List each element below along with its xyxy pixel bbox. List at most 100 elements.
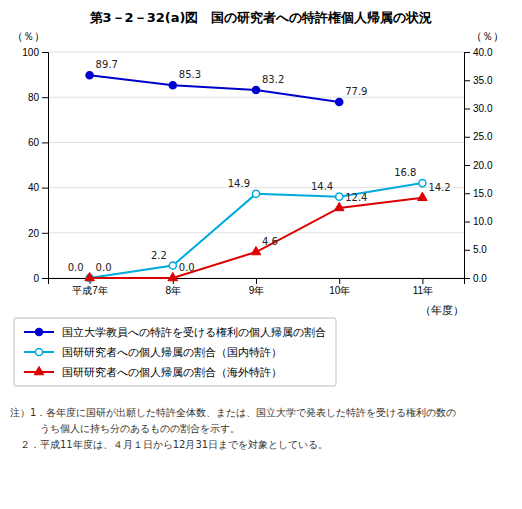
- grid: [48, 52, 464, 278]
- data-label: 85.3: [179, 69, 201, 80]
- y2-tick: 25.0: [464, 131, 493, 142]
- y2-tick-label: 0.0: [473, 273, 487, 284]
- y-tick: 0: [33, 273, 48, 284]
- y-tick-mark: [42, 233, 48, 234]
- data-label: 83.2: [262, 74, 284, 85]
- y2-tick-label: 30.0: [473, 103, 493, 114]
- legend-marker: [35, 348, 42, 355]
- grid-line: [48, 142, 464, 143]
- x-axis-label: （年度）: [420, 304, 464, 317]
- y2-tick: 30.0: [464, 103, 493, 114]
- y2-tick: 5.0: [464, 244, 487, 255]
- data-label: 2.2: [151, 250, 167, 261]
- data-label: 0.0: [179, 262, 195, 273]
- legend-box: [14, 318, 336, 386]
- point: [252, 86, 259, 93]
- legend: 国立大学教員への特許を受ける権利の個人帰属の割合国研研究者への個人帰属の割合（国…: [14, 318, 336, 386]
- note: 注）1．各年度に国研が出願した特許全体数、または、国立大学で発表した特許を受ける…: [10, 407, 456, 418]
- series-line: [90, 75, 340, 102]
- y-axis-line: [42, 53, 49, 279]
- title: 第3－2－32(a)図 国の研究者への特許権個人帰属の状況: [89, 10, 433, 25]
- x-axis-line: [49, 279, 465, 285]
- y-tick: 40: [28, 182, 48, 193]
- y-tick-mark: [42, 142, 48, 143]
- y2-tick: 15.0: [464, 188, 493, 199]
- point: [251, 246, 261, 254]
- y2-tick-mark: [464, 193, 470, 194]
- legend-label: 国研研究者への個人帰属の割合（海外特許）: [62, 366, 282, 379]
- y2-tick-label: 5.0: [473, 244, 487, 255]
- x-tick-mark: [256, 278, 257, 284]
- plot-marks: [85, 72, 427, 282]
- y-tick-mark: [42, 188, 48, 189]
- y-tick-mark: [42, 52, 48, 53]
- x-tick-mark: [422, 278, 423, 284]
- x-tick: 9年: [249, 278, 265, 296]
- y2-tick-mark: [464, 278, 470, 279]
- grid-line: [48, 52, 464, 53]
- y2-tick: 20.0: [464, 160, 493, 171]
- y-axis-label: （％）: [12, 30, 45, 43]
- y-tick-mark: [42, 278, 48, 279]
- y2-tick-label: 25.0: [473, 131, 493, 142]
- y-tick: 20: [28, 228, 48, 239]
- x-tick: 10年: [329, 278, 350, 296]
- y2-tick-mark: [464, 109, 470, 110]
- notes: 注）1．各年度に国研が出願した特許全体数、または、国立大学で発表した特許を受ける…: [10, 407, 456, 450]
- data-label: 4.6: [262, 236, 278, 247]
- note: うち個人に持ち分のあるものの割合を示す。: [10, 423, 240, 434]
- data-label: 14.9: [228, 178, 250, 189]
- point: [168, 272, 178, 280]
- grid-line: [48, 97, 464, 98]
- legend-marker: [34, 366, 44, 374]
- y2-tick-mark: [464, 222, 470, 223]
- legend-item: 国研研究者への個人帰属の割合（海外特許）: [24, 366, 282, 379]
- point: [85, 272, 95, 280]
- data-label: 77.9: [345, 86, 367, 97]
- legend-item: 国研研究者への個人帰属の割合（国内特許）: [24, 346, 282, 359]
- data-label: 14.4: [311, 181, 333, 192]
- data-labels: 89.785.383.277.90.02.214.914.416.80.00.0…: [68, 59, 451, 273]
- grid-line: [48, 232, 464, 233]
- y2-tick-mark: [464, 52, 470, 53]
- y-tick-label: 0: [33, 273, 39, 284]
- x-axis: 平成7年 8年 9年 10年 11年: [49, 278, 465, 296]
- point: [336, 193, 343, 200]
- y-tick-label: 40: [28, 182, 40, 193]
- point: [418, 192, 428, 200]
- series-line: [90, 198, 423, 278]
- y-tick: 100: [22, 47, 48, 58]
- point: [169, 82, 176, 89]
- y2-axis-label: （％）: [471, 30, 504, 43]
- y2-axis: 0.0 5.0 10.0 15.0 20.0 25.0 30.0 35.0 40.0: [464, 47, 493, 284]
- x-tick: 11年: [413, 278, 433, 296]
- y2-tick: 0.0: [464, 273, 487, 284]
- y2-tick-label: 35.0: [473, 75, 493, 86]
- y-tick-mark: [42, 97, 48, 98]
- data-label: 16.8: [394, 167, 416, 178]
- y-axis: 0 20 40 60 80 100: [22, 47, 48, 284]
- data-label: 89.7: [96, 59, 118, 70]
- chart: 第3－2－32(a)図 国の研究者への特許権個人帰属の状況平成7年 8年 9年 10年…: [0, 0, 522, 509]
- x-tick-mark: [339, 278, 340, 284]
- x-tick-label: 平成7年: [72, 285, 108, 296]
- y2-tick-mark: [464, 80, 470, 81]
- y2-tick-label: 40.0: [473, 47, 493, 58]
- y2-tick-mark: [464, 165, 470, 166]
- y-tick-label: 80: [28, 92, 40, 103]
- x-tick-label: 11年: [413, 285, 433, 296]
- y2-tick: 10.0: [464, 216, 493, 227]
- legend-item: 国立大学教員への特許を受ける権利の個人帰属の割合: [24, 326, 326, 339]
- y-tick: 60: [28, 137, 48, 148]
- point: [86, 72, 93, 79]
- point: [419, 180, 426, 187]
- x-tick-label: 8年: [166, 285, 182, 296]
- data-label: 12.4: [345, 192, 367, 203]
- y-tick-label: 60: [28, 137, 40, 148]
- y2-axis-line: [465, 53, 471, 279]
- note: ２．平成11年度は、４月１日から12月31日までを対象としている。: [10, 439, 328, 450]
- y2-tick-label: 15.0: [473, 188, 493, 199]
- y2-tick-label: 10.0: [473, 216, 493, 227]
- y-tick-label: 20: [28, 228, 40, 239]
- legend-label: 国研研究者への個人帰属の割合（国内特許）: [62, 346, 282, 359]
